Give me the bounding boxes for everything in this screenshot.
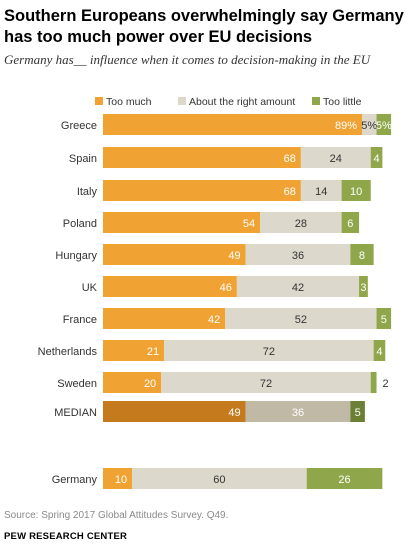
bar-0-3 <box>103 212 261 233</box>
stacked-bar-chart: Too much About the right amount Too little… <box>38 96 392 489</box>
data-label-1-7: 72 <box>263 346 275 358</box>
data-label-2-2: 10 <box>350 186 362 198</box>
data-label-2-7: 4 <box>376 346 382 358</box>
bar-1-10 <box>132 468 307 489</box>
category-label-9: MEDIAN <box>54 407 97 419</box>
category-label-10: Germany <box>52 474 98 486</box>
bar-0-9 <box>103 401 246 422</box>
bar-2-3 <box>341 212 360 233</box>
bar-2-0 <box>376 114 392 135</box>
data-label-1-1: 24 <box>330 153 342 165</box>
category-label-7: Netherlands <box>38 346 98 358</box>
legend-label-0: Too much <box>106 96 152 108</box>
category-label-2: Italy <box>77 186 98 198</box>
data-label-0-8: 20 <box>144 378 156 390</box>
bar-2-10 <box>306 468 383 489</box>
bar-1-5 <box>236 276 360 297</box>
bar-1-4 <box>245 244 351 265</box>
data-label-2-9: 5 <box>355 407 361 419</box>
data-label-0-4: 49 <box>228 250 240 262</box>
legend-label-1: About the right amount <box>189 96 295 108</box>
bar-2-2 <box>341 180 371 201</box>
bar-1-6 <box>225 308 377 329</box>
data-label-2-3: 6 <box>347 218 353 230</box>
source-note: Source: Spring 2017 Global Attitudes Sur… <box>4 510 229 521</box>
data-label-0-3: 54 <box>243 218 255 230</box>
legend-swatch-0 <box>95 97 103 105</box>
category-label-8: Sweden <box>57 378 97 390</box>
chart-title: Southern Europeans overwhelmingly say Ge… <box>4 7 404 46</box>
bar-1-9 <box>245 401 351 422</box>
chart-subtitle: Germany has__ influence when it comes to… <box>4 52 371 67</box>
bar-0-5 <box>103 276 237 297</box>
category-label-0: Greece <box>61 120 97 132</box>
data-label-0-10: 10 <box>115 474 127 486</box>
data-label-2-5: 3 <box>360 282 366 294</box>
bar-2-8 <box>370 372 377 393</box>
bar-2-4 <box>350 244 374 265</box>
bar-0-6 <box>103 308 226 329</box>
data-label-1-5: 42 <box>292 282 304 294</box>
category-label-6: France <box>63 314 97 326</box>
bar-2-1 <box>370 147 383 168</box>
data-label-0-9: 49 <box>228 407 240 419</box>
data-label-0-6: 42 <box>208 314 220 326</box>
bar-0-2 <box>103 180 301 201</box>
data-label-1-9: 36 <box>292 407 304 419</box>
data-label-2-4: 8 <box>359 250 365 262</box>
bar-0-4 <box>103 244 246 265</box>
bar-2-6 <box>376 308 392 329</box>
bar-0-7 <box>103 340 165 361</box>
data-label-2-8: 2 <box>383 378 389 390</box>
data-label-1-8: 72 <box>260 378 272 390</box>
category-label-4: Hungary <box>55 250 97 262</box>
data-label-1-6: 52 <box>295 314 307 326</box>
data-label-2-10: 26 <box>338 474 350 486</box>
legend-swatch-1 <box>178 97 186 105</box>
category-label-1: Spain <box>69 153 97 165</box>
data-label-0-1: 68 <box>284 153 296 165</box>
data-label-1-3: 28 <box>295 218 307 230</box>
legend-label-2: Too little <box>323 96 362 108</box>
data-label-2-6: 5 <box>381 314 387 326</box>
bar-0-0 <box>103 114 362 135</box>
bar-1-0 <box>361 114 377 135</box>
data-label-1-10: 60 <box>213 474 225 486</box>
data-label-1-2: 14 <box>315 186 327 198</box>
bar-1-2 <box>300 180 342 201</box>
data-label-1-4: 36 <box>292 250 304 262</box>
bar-2-9 <box>350 401 365 422</box>
bar-0-8 <box>103 372 162 393</box>
bar-2-7 <box>373 340 386 361</box>
data-label-0-0: 89% <box>335 120 357 132</box>
data-label-2-1: 4 <box>373 153 379 165</box>
data-label-0-2: 68 <box>284 186 296 198</box>
bar-1-3 <box>260 212 342 233</box>
legend-swatch-2 <box>312 97 320 105</box>
data-label-1-0: 5% <box>361 120 377 132</box>
bar-0-10 <box>103 468 133 489</box>
category-label-5: UK <box>82 282 98 294</box>
data-label-0-5: 46 <box>220 282 232 294</box>
bar-1-1 <box>300 147 371 168</box>
bar-1-8 <box>161 372 371 393</box>
category-label-3: Poland <box>63 218 97 230</box>
bar-2-5 <box>359 276 368 297</box>
bar-0-1 <box>103 147 301 168</box>
footer-credit: PEW RESEARCH CENTER <box>4 531 128 542</box>
data-label-0-7: 21 <box>147 346 159 358</box>
data-label-2-0: 5% <box>376 120 392 132</box>
bar-1-7 <box>164 340 374 361</box>
